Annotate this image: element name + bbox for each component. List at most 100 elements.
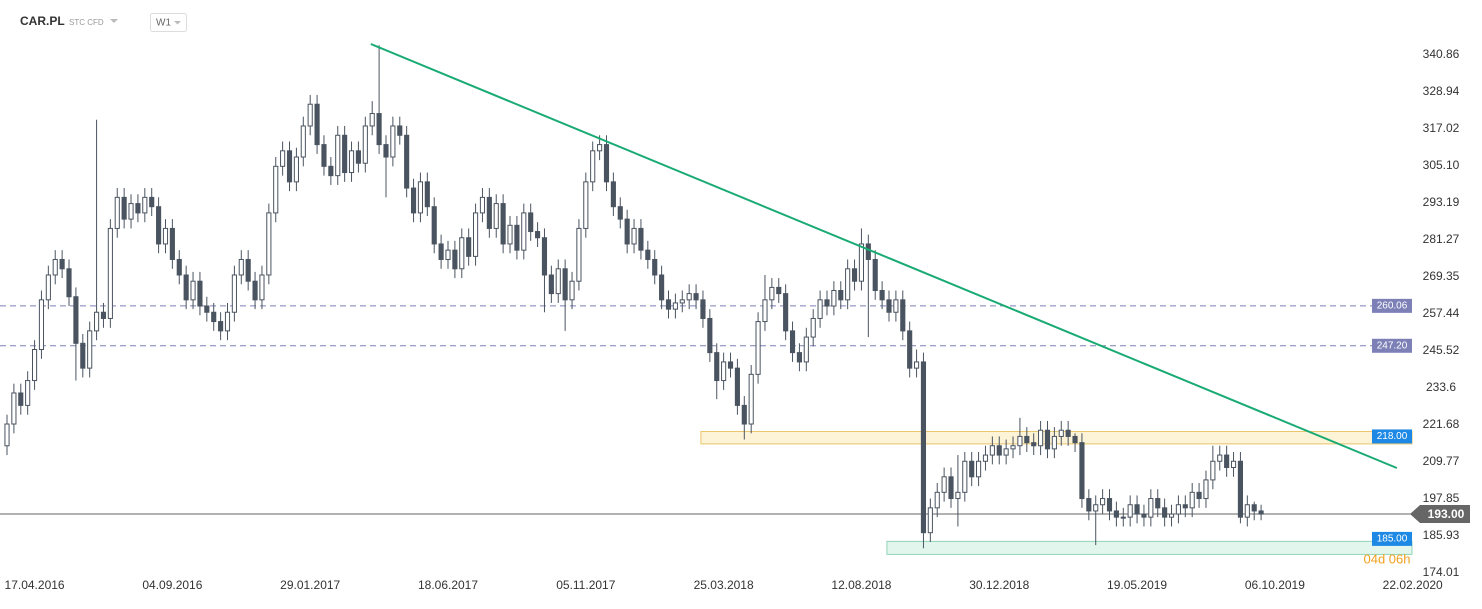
candle-body <box>121 196 127 220</box>
candle-body <box>245 258 251 282</box>
candle-body <box>1058 429 1064 437</box>
candle-body <box>472 212 479 257</box>
candle-body <box>576 227 582 282</box>
candle-body <box>597 144 603 152</box>
candle-body <box>541 237 548 276</box>
candle-body <box>100 311 107 319</box>
candle-body <box>996 445 1002 456</box>
candle-body <box>886 299 892 313</box>
candle-body <box>1031 442 1037 447</box>
candle-body <box>31 349 38 382</box>
candle-body <box>383 144 389 158</box>
symbol-dropdown[interactable] <box>110 19 118 23</box>
candle-body <box>128 203 134 220</box>
candle-body <box>1093 504 1099 512</box>
candle-body <box>300 125 306 158</box>
candle-body <box>1038 429 1044 447</box>
candle-body <box>1051 435 1057 450</box>
candle-body <box>638 227 644 251</box>
candle-body <box>879 290 885 301</box>
x-tick-label: 18.06.2017 <box>418 578 478 592</box>
candle-body <box>803 336 809 363</box>
candle-body <box>238 258 244 276</box>
candle-body <box>1113 510 1119 518</box>
trendline <box>370 43 1398 469</box>
x-tick-label: 30.12.2018 <box>969 578 1029 592</box>
y-tick-label: 281.27 <box>1423 232 1460 246</box>
symbol: CAR.PL <box>20 14 65 28</box>
candle-body <box>507 224 513 245</box>
candle-body <box>934 491 940 509</box>
candle-body <box>831 290 837 307</box>
candle-body <box>514 224 520 251</box>
candle-body <box>590 150 596 183</box>
candle-body <box>149 196 155 208</box>
candle-body <box>486 196 492 229</box>
candle-body <box>858 243 865 282</box>
candle-body <box>307 103 313 127</box>
candle-body <box>727 361 734 369</box>
candle-body <box>466 237 472 257</box>
candle-body <box>362 125 368 164</box>
y-tick-label: 317.02 <box>1423 121 1460 135</box>
candle-body <box>1175 504 1181 515</box>
y-tick-label: 257.44 <box>1423 306 1460 320</box>
zone-tag <box>1372 429 1412 444</box>
candle-body <box>479 196 486 214</box>
candle-body <box>1127 504 1133 518</box>
candle-body <box>617 206 623 220</box>
candle-body <box>569 280 575 301</box>
candle-body <box>45 274 51 301</box>
candle-body <box>1100 498 1106 506</box>
candle-body <box>955 491 961 500</box>
x-tick-label: 06.10.2019 <box>1245 578 1305 592</box>
candle-body <box>66 268 72 298</box>
candle-body <box>748 373 754 425</box>
candle-body <box>1086 498 1092 512</box>
candle-body <box>107 227 113 319</box>
candle-body <box>810 317 816 338</box>
y-tick-label: 185.93 <box>1423 528 1460 542</box>
instrument-type: STC CFD <box>69 18 104 27</box>
timeframe[interactable]: W1 <box>156 18 171 29</box>
candle-body <box>410 187 417 214</box>
y-tick-label: 305.10 <box>1423 158 1460 172</box>
candle-body <box>293 156 299 183</box>
candle-body <box>452 249 458 270</box>
y-tick-label: 209.77 <box>1423 454 1460 468</box>
candle-body <box>851 268 858 282</box>
candle-body <box>1244 504 1250 518</box>
last-price-label: 193.00 <box>1428 507 1465 521</box>
bar-countdown: 04d 06h <box>1364 551 1411 566</box>
candle-body <box>1134 504 1140 515</box>
candle-body <box>679 299 685 304</box>
candle-body <box>838 290 844 301</box>
candle-body <box>900 299 906 332</box>
timeframe-dropdown[interactable] <box>174 21 181 25</box>
candle-body <box>1162 507 1168 518</box>
candle-body <box>424 181 430 208</box>
candle-body <box>962 460 968 493</box>
candle-body <box>913 361 920 369</box>
candle-body <box>211 311 217 323</box>
candle-body <box>1168 513 1175 518</box>
candle-body <box>355 150 361 164</box>
candle-body <box>369 113 375 127</box>
candle-body <box>1251 504 1257 512</box>
candle-body <box>845 268 851 301</box>
candle-body <box>555 268 561 295</box>
y-tick-label: 293.19 <box>1423 195 1460 209</box>
candle-body <box>665 299 672 310</box>
timeframe-button[interactable] <box>150 13 187 32</box>
candle-body <box>562 268 568 301</box>
candle-body <box>659 274 665 301</box>
candle-body <box>1044 429 1051 450</box>
candle-body <box>190 280 196 301</box>
candle-body <box>783 293 789 332</box>
candle-body <box>376 113 382 146</box>
candle-body <box>927 507 933 534</box>
candle-body <box>631 227 637 245</box>
y-tick-label: 197.85 <box>1423 491 1460 505</box>
candle-body <box>1155 498 1161 509</box>
candle-body <box>38 299 45 351</box>
